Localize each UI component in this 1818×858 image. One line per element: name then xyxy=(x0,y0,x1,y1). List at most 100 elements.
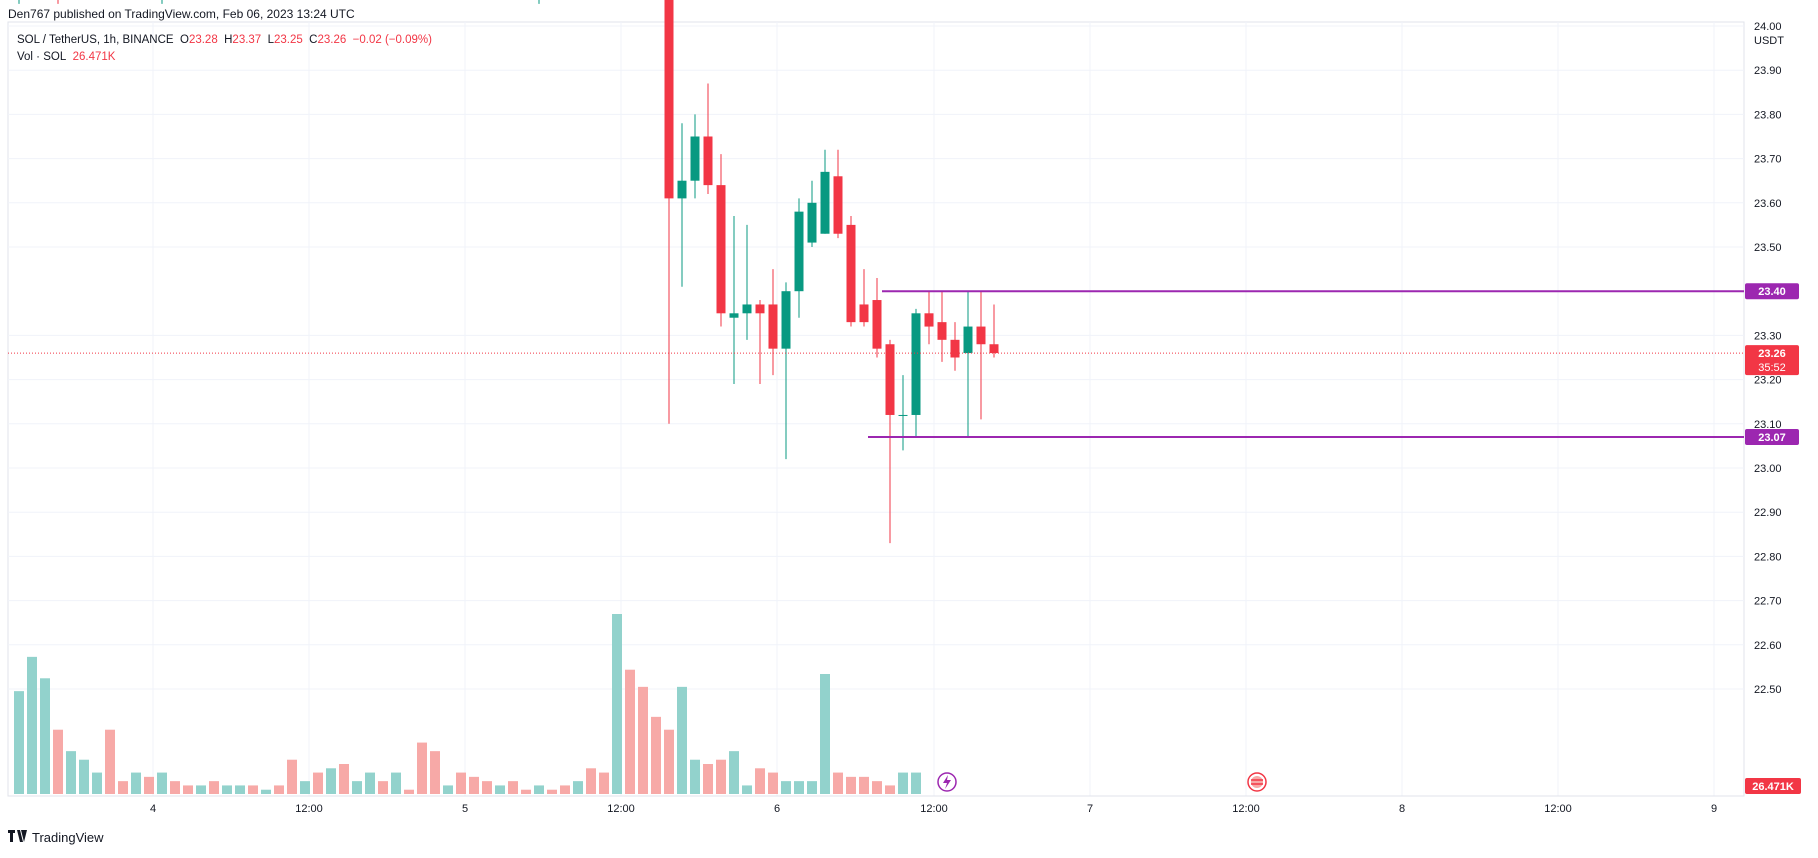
candle-body xyxy=(859,304,869,323)
time-tick-label: 7 xyxy=(1087,803,1093,815)
volume-bar xyxy=(274,785,284,794)
volume-bar xyxy=(911,772,921,794)
volume-bar xyxy=(677,686,687,794)
volume-bar xyxy=(430,751,440,794)
candle-body xyxy=(729,313,739,318)
volume-bar xyxy=(456,772,466,794)
time-tick-label: 4 xyxy=(150,803,156,815)
candle-body xyxy=(911,313,921,415)
volume-bar xyxy=(287,759,297,794)
candle-body xyxy=(937,322,947,340)
volume-bar xyxy=(196,785,206,794)
level-price-label: 23.40 xyxy=(1758,286,1786,298)
level-price-tag xyxy=(1745,283,1799,300)
candle-body xyxy=(703,136,713,186)
tradingview-logo[interactable]: TradingView xyxy=(8,830,104,845)
legend-open-value: 23.28 xyxy=(188,34,218,46)
volume-bar xyxy=(183,785,193,794)
lightning-icon xyxy=(943,775,951,789)
volume-bar xyxy=(599,772,609,794)
time-tick-label: 12:00 xyxy=(607,803,635,815)
last-price-tag xyxy=(1745,345,1799,376)
candle-body xyxy=(677,180,687,199)
price-tick-label: 24.00 xyxy=(1754,21,1782,33)
plot-frame xyxy=(7,21,1745,797)
legend-high-label: H xyxy=(224,34,233,46)
candle-body xyxy=(846,224,856,323)
volume-bar xyxy=(859,776,869,794)
volume-bar xyxy=(40,678,50,794)
volume-bar xyxy=(235,785,245,794)
legend-close-value: 23.26 xyxy=(317,34,347,46)
volume-bar xyxy=(781,781,791,794)
volume-bar xyxy=(703,764,713,794)
volume-bar xyxy=(690,759,700,794)
candle-body xyxy=(833,176,843,234)
price-tick-label: 22.80 xyxy=(1754,551,1782,563)
price-tick-label: 23.00 xyxy=(1754,463,1782,475)
price-tick-label: 23.90 xyxy=(1754,65,1782,77)
volume-bar xyxy=(365,772,375,794)
level-price-label: 23.07 xyxy=(1758,432,1786,444)
price-tick-label: 23.50 xyxy=(1754,242,1782,254)
legend-close-label: C xyxy=(309,34,318,46)
volume-bar xyxy=(508,781,518,794)
volume-bar xyxy=(768,772,778,794)
legend-volume-label: Vol · SOL xyxy=(17,51,67,63)
volume-bar xyxy=(755,768,765,794)
volume-bar xyxy=(300,781,310,794)
volume-bar xyxy=(14,691,24,794)
volume-bar xyxy=(729,751,739,794)
volume-bar xyxy=(716,759,726,794)
volume-bar xyxy=(92,772,102,794)
candle-body xyxy=(885,344,895,415)
volume-bar xyxy=(638,686,648,794)
candle-body xyxy=(989,344,999,354)
price-tick-label: 23.60 xyxy=(1754,198,1782,210)
volume-bar xyxy=(27,656,37,794)
volume-bar xyxy=(898,772,908,794)
symbol-legend: SOL / TetherUS, 1h, BINANCE O23.28 H23.3… xyxy=(17,34,432,46)
volume-bar xyxy=(872,781,882,794)
volume-bar xyxy=(586,768,596,794)
candle-body xyxy=(924,313,934,327)
volume-tag xyxy=(1745,778,1801,794)
volume-bar xyxy=(222,785,232,794)
us-flag-icon xyxy=(1251,776,1263,788)
volume-bar xyxy=(66,751,76,794)
volume-bar xyxy=(469,776,479,794)
volume-bar xyxy=(209,781,219,794)
candle-body xyxy=(690,136,700,181)
price-tick-label: 22.90 xyxy=(1754,507,1782,519)
candle-body xyxy=(768,304,778,349)
volume-bar xyxy=(378,781,388,794)
tradingview-brand: TradingView xyxy=(32,830,104,845)
volume-legend: Vol · SOL 26.471K xyxy=(17,51,115,63)
volume-bar xyxy=(131,772,141,794)
time-tick-label: 6 xyxy=(774,803,780,815)
volume-bar xyxy=(664,729,674,794)
legend-change: −0.02 (−0.09%) xyxy=(352,34,432,46)
candle-body xyxy=(807,202,817,243)
volume-bar xyxy=(807,781,817,794)
volume-bar xyxy=(157,772,167,794)
legend-open-label: O xyxy=(179,34,189,46)
volume-bar xyxy=(326,768,336,794)
volume-bar xyxy=(521,789,531,794)
candle-body xyxy=(898,414,908,416)
candle-body xyxy=(755,304,765,314)
volume-bar xyxy=(846,776,856,794)
volume-bar xyxy=(339,764,349,794)
price-tick-label: 23.30 xyxy=(1754,330,1782,342)
price-tick-label: 23.20 xyxy=(1754,375,1782,387)
legend-symbol: SOL / TetherUS, 1h, BINANCE xyxy=(17,34,174,46)
candle-body xyxy=(872,300,882,349)
volume-tag-label: 26.471K xyxy=(1752,781,1794,793)
price-tick-label: 22.60 xyxy=(1754,640,1782,652)
volume-bar xyxy=(820,674,830,794)
time-tick-label: 8 xyxy=(1399,803,1405,815)
last-price-label: 23.26 xyxy=(1758,348,1786,360)
volume-bar xyxy=(391,772,401,794)
volume-bar xyxy=(144,776,154,794)
